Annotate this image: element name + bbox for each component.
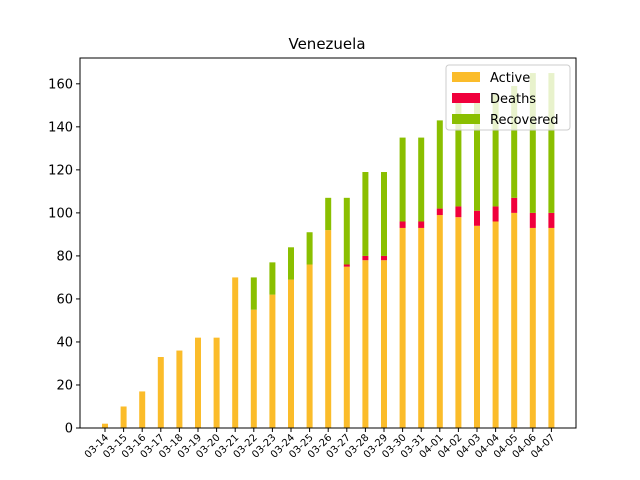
- y-tick-label: 80: [56, 249, 73, 264]
- bar-deaths-04-05: [511, 197, 518, 213]
- bar-recovered-04-05: [511, 85, 518, 198]
- bar-recovered-03-30: [399, 137, 406, 222]
- bar-active-03-17: [157, 357, 164, 428]
- bar-recovered-03-22: [250, 277, 257, 310]
- bar-deaths-04-06: [529, 212, 536, 228]
- bar-recovered-04-03: [474, 98, 480, 211]
- bar-active-04-03: [474, 225, 480, 428]
- bar-active-03-29: [381, 260, 387, 428]
- y-tick-label: 100: [48, 206, 73, 221]
- bar-deaths-03-27: [343, 264, 350, 267]
- bar-active-03-23: [269, 294, 276, 428]
- bar-recovered-03-31: [418, 137, 425, 222]
- legend-swatch-deaths: [452, 93, 480, 103]
- bar-recovered-03-24: [288, 247, 294, 280]
- bar-active-03-24: [288, 279, 294, 428]
- bar-deaths-04-01: [436, 208, 443, 216]
- y-axis: 0 20 40 60 80 100 120 140 160: [48, 77, 80, 437]
- y-tick-label: 20: [56, 378, 73, 393]
- bar-recovered-03-27: [343, 197, 350, 265]
- legend-label-active: Active: [490, 71, 530, 86]
- legend: Active Deaths Recovered: [445, 64, 571, 131]
- bar-recovered-04-07: [548, 73, 555, 213]
- bar-deaths-03-28: [362, 255, 369, 261]
- legend-swatch-active: [452, 72, 480, 82]
- bar-deaths-04-07: [548, 212, 555, 228]
- bar-recovered-03-29: [381, 172, 387, 256]
- y-tick-label: 40: [56, 335, 73, 350]
- bar-active-03-18: [176, 350, 183, 428]
- bar-active-03-15: [120, 406, 127, 428]
- bar-recovered-03-23: [269, 262, 276, 295]
- bar-active-04-05: [511, 212, 518, 428]
- bar-active-03-25: [306, 264, 313, 428]
- bar-active-04-07: [548, 227, 555, 428]
- bar-active-03-14: [102, 423, 108, 428]
- bar-deaths-04-04: [492, 206, 499, 222]
- legend-label-recovered: Recovered: [490, 113, 559, 128]
- bar-active-03-28: [362, 260, 369, 428]
- bar-active-04-04: [492, 221, 499, 428]
- chart-title: Venezuela: [288, 35, 365, 53]
- y-tick-label: 140: [48, 120, 73, 135]
- legend-label-deaths: Deaths: [490, 92, 536, 107]
- bar-recovered-04-02: [455, 94, 462, 207]
- bar-active-03-22: [250, 309, 257, 428]
- bar-active-04-01: [436, 215, 443, 428]
- bars-group: [102, 73, 555, 428]
- y-tick-label: 160: [48, 77, 73, 92]
- bar-recovered-03-25: [306, 232, 313, 265]
- bar-recovered-03-26: [325, 197, 332, 231]
- bar-active-03-16: [139, 391, 146, 428]
- y-tick-label: 120: [48, 163, 73, 178]
- x-axis: 03-1403-1503-1603-1703-1803-1903-2003-21…: [83, 428, 558, 461]
- bar-recovered-04-06: [529, 73, 536, 213]
- bar-active-03-26: [325, 230, 332, 428]
- bar-active-03-19: [195, 337, 201, 428]
- bar-recovered-04-01: [436, 120, 443, 209]
- bar-deaths-03-29: [381, 255, 387, 261]
- bar-recovered-04-04: [492, 94, 499, 207]
- y-tick-label: 0: [65, 422, 73, 437]
- bar-deaths-03-30: [399, 221, 406, 228]
- bar-active-03-30: [399, 227, 406, 428]
- bar-active-04-02: [455, 217, 462, 428]
- bar-active-03-27: [343, 266, 350, 428]
- y-tick-label: 60: [56, 292, 73, 307]
- bar-deaths-04-03: [474, 210, 480, 226]
- bar-active-04-06: [529, 227, 536, 428]
- bar-active-03-20: [213, 337, 220, 428]
- bar-deaths-03-31: [418, 221, 425, 228]
- bar-active-03-21: [232, 277, 239, 428]
- bar-recovered-03-28: [362, 172, 369, 256]
- bar-deaths-04-02: [455, 206, 462, 218]
- legend-swatch-recovered: [452, 114, 480, 124]
- bar-active-03-31: [418, 227, 425, 428]
